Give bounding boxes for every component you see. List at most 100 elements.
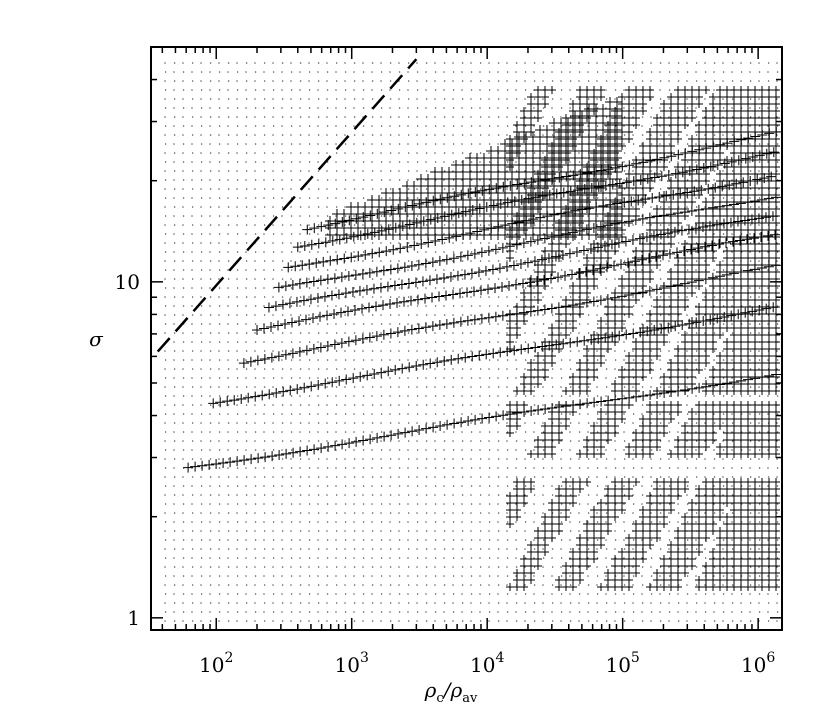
data-dot	[398, 296, 400, 298]
data-dot	[713, 593, 715, 595]
data-dot	[605, 368, 608, 370]
data-dot	[632, 170, 634, 172]
data-dot	[722, 584, 724, 586]
data-dot	[200, 89, 203, 91]
data-dot	[722, 71, 725, 73]
data-dot	[686, 521, 689, 523]
data-dot	[263, 557, 265, 559]
data-dot	[263, 404, 266, 406]
data-dot	[452, 269, 455, 271]
data-dot	[650, 143, 653, 145]
data-dot	[173, 89, 175, 91]
data-dot	[227, 386, 230, 388]
data-dot	[191, 620, 194, 622]
data-dot	[164, 413, 167, 415]
data-dot	[461, 548, 464, 550]
data-dot	[668, 98, 670, 100]
data-dot	[623, 386, 626, 388]
data-dot	[362, 377, 365, 379]
data-dot	[335, 143, 337, 145]
data-dot	[182, 368, 184, 370]
data-dot	[236, 179, 239, 181]
data-dot	[605, 161, 607, 163]
data-dot	[560, 350, 562, 352]
data-dot	[398, 377, 401, 379]
data-dot	[227, 512, 230, 514]
data-plus	[747, 306, 758, 317]
data-plus	[498, 410, 509, 421]
data-dot	[569, 224, 572, 226]
data-dot	[416, 611, 419, 613]
data-dot	[515, 467, 517, 469]
data-dot	[362, 557, 365, 559]
data-dot	[263, 206, 266, 208]
data-plus	[273, 351, 284, 362]
data-dot	[209, 296, 212, 298]
data-dot	[722, 485, 725, 487]
data-dot	[713, 80, 716, 82]
data-dot	[488, 224, 490, 226]
data-dot	[722, 386, 724, 388]
data-dot	[308, 602, 310, 604]
data-dot	[254, 494, 256, 496]
data-dot	[632, 134, 634, 136]
data-dot	[542, 422, 544, 424]
data-dot	[749, 620, 752, 622]
data-plus	[532, 276, 543, 287]
data-plus	[490, 283, 501, 294]
data-dot	[164, 530, 166, 532]
data-plus	[421, 197, 432, 208]
data-dot	[209, 575, 211, 577]
data-dot	[767, 593, 769, 595]
data-dot	[533, 449, 535, 451]
data-plus	[677, 167, 688, 178]
data-dot	[344, 161, 347, 163]
data-plus	[731, 178, 742, 189]
data-dot	[659, 323, 661, 325]
data-dot	[389, 449, 391, 451]
data-dot	[668, 458, 670, 460]
data-dot	[245, 521, 247, 523]
data-dot	[713, 233, 715, 235]
data-dot	[299, 341, 301, 343]
data-dot	[344, 422, 346, 424]
data-dot	[533, 386, 536, 388]
data-dot	[452, 386, 454, 388]
data-dot	[776, 422, 778, 424]
data-dot	[749, 98, 752, 100]
data-plus	[320, 237, 331, 248]
data-dot	[335, 323, 337, 325]
data-dot	[776, 521, 779, 523]
data-dot	[434, 548, 436, 550]
data-dot	[371, 557, 373, 559]
data-dot	[668, 548, 670, 550]
data-dot	[254, 440, 256, 442]
data-dot	[758, 575, 761, 577]
data-dot	[740, 593, 743, 595]
data-dot	[272, 539, 275, 541]
data-dot	[524, 341, 527, 343]
data-dot	[416, 548, 418, 550]
data-dot	[245, 566, 248, 568]
data-dot	[461, 107, 463, 109]
data-dot	[695, 611, 697, 613]
data-dot	[497, 602, 500, 604]
data-dot	[191, 377, 193, 379]
data-dot	[767, 161, 769, 163]
data-dot	[209, 566, 212, 568]
data-plus	[385, 264, 396, 275]
data-dot	[380, 503, 383, 505]
data-dot	[749, 440, 752, 442]
data-dot	[380, 350, 382, 352]
data-dot	[731, 476, 734, 478]
data-dot	[263, 197, 265, 199]
data-dot	[290, 152, 292, 154]
data-dot	[506, 242, 508, 244]
data-dot	[479, 314, 482, 316]
data-dot	[632, 548, 634, 550]
data-dot	[227, 377, 229, 379]
data-dot	[353, 305, 355, 307]
data-dot	[488, 620, 490, 622]
data-dot	[299, 98, 302, 100]
data-dot	[452, 548, 454, 550]
